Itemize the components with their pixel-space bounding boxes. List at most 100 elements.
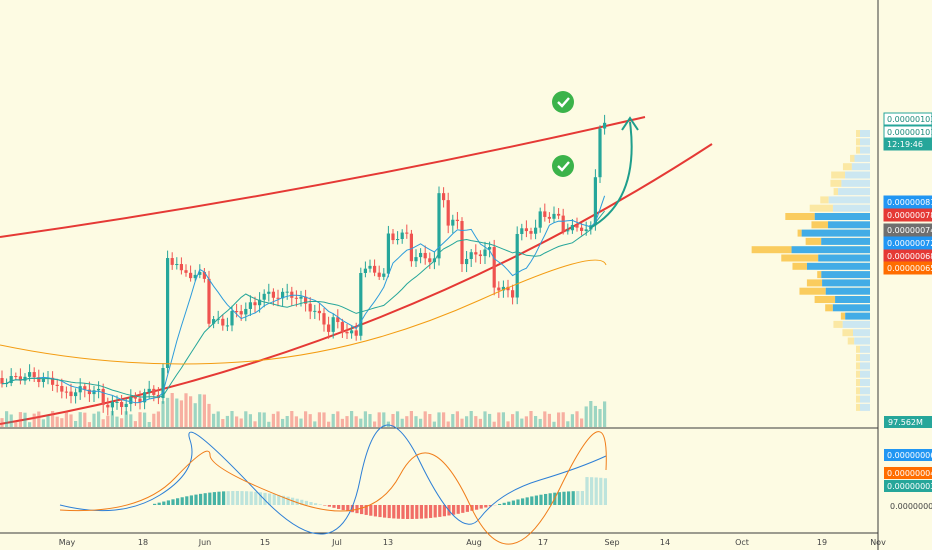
- volume-bar: [23, 412, 27, 427]
- price-tag-label: 12:19:46: [887, 140, 923, 149]
- macd-histogram-bar: [314, 503, 318, 505]
- candle: [189, 265, 193, 282]
- candle-body: [543, 211, 547, 217]
- candle: [405, 224, 409, 239]
- macd-histogram-bar: [346, 505, 350, 512]
- time-tick-label: 19: [817, 538, 827, 547]
- candle: [396, 231, 400, 245]
- volume-profile-bar: [825, 287, 870, 295]
- candle-body: [603, 122, 607, 129]
- candle-body: [161, 368, 165, 399]
- time-tick-label: Aug: [466, 538, 482, 547]
- candle-body: [428, 258, 432, 263]
- macd-histogram-bar: [323, 505, 327, 506]
- candle: [515, 226, 519, 305]
- volume-bar: [244, 411, 248, 427]
- volume-profile-bar: [830, 179, 842, 187]
- ma-slow: [0, 259, 607, 365]
- volume-bar: [216, 411, 220, 427]
- time-tick-label: Nov: [870, 538, 886, 547]
- volume-bar: [405, 416, 409, 427]
- candle: [60, 378, 64, 399]
- macd-histogram-bar: [521, 498, 525, 505]
- macd-histogram-bar: [369, 505, 373, 516]
- candle-body: [345, 331, 349, 334]
- volume-bar: [212, 413, 216, 427]
- volume-profile-bar: [856, 362, 860, 370]
- candle-body: [575, 224, 579, 228]
- volume-bar: [575, 411, 579, 427]
- candle: [225, 317, 229, 332]
- time-tick-label: 18: [138, 538, 148, 547]
- macd-histogram-bar: [217, 491, 221, 505]
- volume-profile-bar: [814, 213, 870, 220]
- volume-bar: [534, 416, 538, 427]
- volume-bar: [524, 416, 528, 427]
- macd-histogram-bar: [245, 491, 249, 505]
- volume-profile-bar: [860, 395, 870, 403]
- volume-bar: [345, 416, 349, 427]
- candle: [87, 381, 91, 402]
- candle-body: [584, 229, 588, 231]
- volume-profile-bar: [860, 130, 870, 137]
- check-mark: [557, 161, 570, 172]
- macd-histogram-bar: [401, 505, 405, 519]
- candle-body: [262, 293, 266, 300]
- macd-histogram-bar: [562, 491, 566, 505]
- candle-body: [244, 308, 248, 315]
- macd-histogram-bar: [603, 478, 607, 505]
- candle-body: [202, 271, 206, 279]
- macd-tag-label: 0.00000004: [887, 469, 932, 478]
- macd-histogram-bar: [438, 505, 442, 517]
- volume-bar: [106, 415, 110, 427]
- volume-bar: [543, 411, 547, 427]
- volume-bar: [391, 413, 395, 427]
- price-tag-box: [883, 195, 932, 209]
- volume-bar: [14, 420, 18, 427]
- candle: [304, 289, 308, 312]
- candle-body: [248, 302, 252, 309]
- volume-bar: [253, 421, 257, 427]
- volume-bar: [488, 413, 492, 427]
- volume-profile-bar: [856, 387, 860, 395]
- candle: [64, 386, 68, 399]
- candle: [138, 390, 142, 410]
- macd-histogram-bar: [295, 498, 299, 505]
- volume-bar: [557, 412, 561, 427]
- volume-bar: [69, 414, 73, 427]
- price-tag-box: [883, 137, 932, 151]
- volume-bar: [363, 411, 367, 427]
- candle-body: [207, 278, 211, 324]
- macd-histogram-bar: [461, 505, 465, 513]
- volume-bar: [179, 400, 183, 427]
- candle-body: [212, 319, 216, 324]
- volume-profile-bar: [860, 387, 870, 395]
- candle-body: [74, 392, 78, 397]
- volume-bar: [382, 412, 386, 427]
- candle: [92, 386, 96, 403]
- volume-tag-box: [884, 416, 932, 428]
- macd-histogram-bar: [373, 505, 377, 517]
- volume-profile-bar: [856, 130, 860, 137]
- volume-profile-bar: [805, 237, 822, 245]
- signal-line: [59, 431, 607, 545]
- projection-arrow: [589, 121, 633, 229]
- candle: [423, 245, 427, 265]
- volume-bar: [304, 411, 308, 427]
- candle-body: [285, 291, 289, 293]
- projection-arrowhead: [621, 116, 639, 131]
- volume-profile-bar: [856, 370, 860, 378]
- candle-body: [152, 388, 156, 395]
- time-tick-label: 13: [383, 538, 393, 547]
- volume-profile-bar: [797, 229, 802, 237]
- candle-body: [193, 274, 197, 279]
- candle: [18, 368, 22, 385]
- volume-bar: [451, 414, 455, 427]
- candle-body: [37, 377, 41, 383]
- macd-histogram-bar: [502, 502, 506, 505]
- volume-bar: [317, 412, 321, 427]
- volume-profile-bar: [847, 337, 855, 345]
- macd-histogram-bar: [470, 505, 474, 511]
